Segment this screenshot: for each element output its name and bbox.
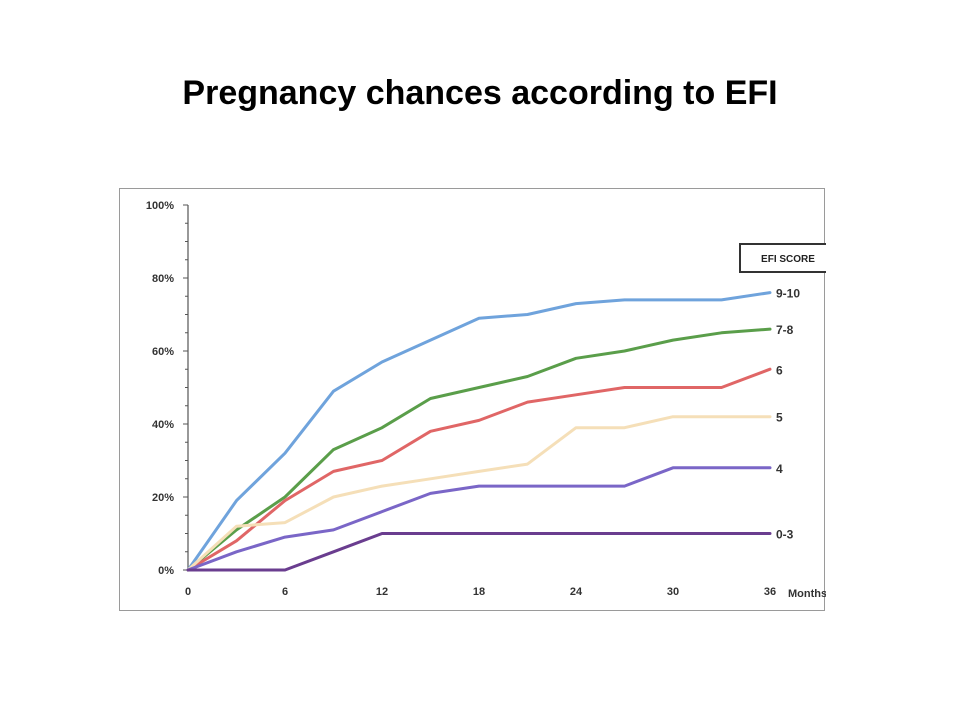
slide-title: Pregnancy chances according to EFI bbox=[182, 74, 778, 112]
y-tick-label: 40% bbox=[152, 419, 174, 431]
series-label-6: 6 bbox=[776, 363, 783, 377]
y-tick-label: 0% bbox=[158, 565, 174, 577]
x-tick-label: 30 bbox=[667, 586, 679, 598]
x-tick-label: 36 bbox=[764, 586, 776, 598]
series-label-5: 5 bbox=[776, 411, 783, 425]
y-tick-label: 100% bbox=[146, 200, 174, 212]
x-tick-label: 24 bbox=[570, 586, 583, 598]
x-tick-label: 6 bbox=[282, 586, 288, 598]
chart-frame: 0% 20% 40% 60% 80% 100% 0 6 12 18 24 30 36 Months 9-10… bbox=[119, 188, 826, 611]
series-label-7-8: 7-8 bbox=[776, 323, 794, 337]
series-line-9-10 bbox=[186, 291, 772, 572]
x-tick-label: 0 bbox=[185, 586, 191, 598]
x-tick-label: 12 bbox=[376, 586, 388, 598]
legend-title: EFI SCORE bbox=[761, 254, 815, 265]
series-line-0-3 bbox=[186, 532, 772, 572]
series-line-6 bbox=[186, 367, 772, 572]
series-label-4: 4 bbox=[776, 462, 783, 476]
x-axis-label: Months bbox=[788, 588, 826, 600]
y-tick-label: 20% bbox=[152, 492, 174, 504]
series-label-9-10: 9-10 bbox=[776, 287, 800, 301]
y-tick-label: 60% bbox=[152, 346, 174, 358]
series-label-0-3: 0-3 bbox=[776, 528, 794, 542]
line-chart: 0% 20% 40% 60% 80% 100% 0 6 12 18 24 30 36 Months 9-10… bbox=[146, 200, 826, 600]
series-line-4 bbox=[186, 466, 772, 572]
series-line-7-8 bbox=[186, 327, 772, 572]
series-line-5 bbox=[186, 415, 772, 572]
legend-box bbox=[739, 243, 826, 273]
x-tick-label: 18 bbox=[473, 586, 485, 598]
y-tick-label: 80% bbox=[152, 273, 174, 285]
